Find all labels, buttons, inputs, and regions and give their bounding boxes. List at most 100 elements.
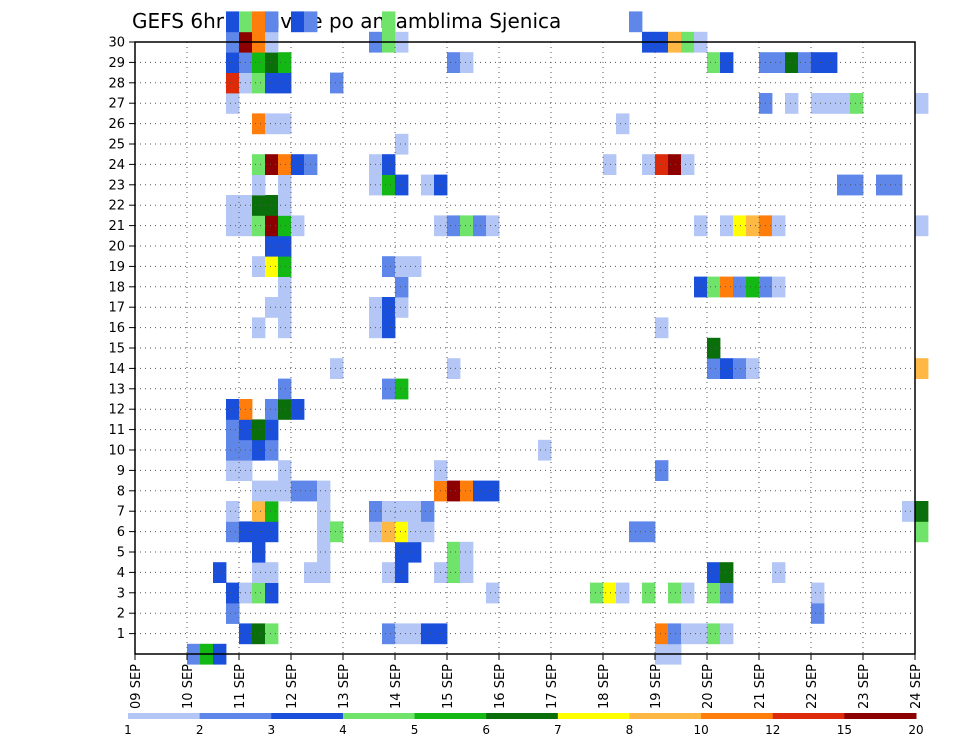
heatmap-cell: [395, 378, 409, 400]
heatmap-cell: [382, 154, 396, 175]
heatmap-cell: [785, 93, 799, 114]
heatmap-cell: [265, 419, 279, 441]
heatmap-cell: [772, 52, 786, 73]
heatmap-cell: [291, 399, 305, 420]
heatmap-cell: [603, 582, 617, 604]
heatmap-cell: [252, 501, 266, 522]
heatmap-cell: [330, 521, 344, 543]
heatmap-cell: [395, 623, 409, 645]
y-tick-label: 28: [108, 76, 125, 91]
heatmap-cell: [746, 276, 760, 298]
y-tick-label: 27: [108, 97, 125, 112]
heatmap-cell: [278, 174, 292, 196]
x-tick-label: 23 SEP: [857, 664, 872, 709]
heatmap-cell: [278, 480, 292, 502]
heatmap-cell: [278, 52, 292, 73]
x-tick-label: 15 SEP: [441, 664, 456, 709]
y-tick-label: 20: [108, 240, 125, 255]
heatmap-cell: [252, 439, 266, 461]
heatmap-cell: [278, 399, 292, 420]
heatmap-cell: [720, 52, 734, 73]
x-tick-label: 14 SEP: [389, 664, 404, 709]
x-tick-label: 11 SEP: [233, 664, 248, 709]
colorbar-swatch: [342, 713, 416, 719]
heatmap-cell: [252, 419, 266, 441]
heatmap-cell: [226, 419, 240, 441]
heatmap-cell: [486, 480, 500, 502]
heatmap-cell: [291, 11, 305, 33]
heatmap-cell: [265, 562, 279, 583]
heatmap-cell: [785, 52, 799, 73]
y-tick-label: 5: [117, 546, 125, 561]
heatmap-cell: [421, 623, 435, 645]
y-tick-label: 1: [117, 627, 125, 642]
heatmap-cell: [226, 460, 240, 481]
heatmap-cell: [447, 215, 461, 237]
heatmap-cell: [408, 256, 422, 277]
colorbar-label: 7: [554, 723, 562, 737]
colorbar-legend: 1 2 3 4 5 6 7 8 10 12 15 20: [124, 713, 924, 737]
heatmap-cell: [395, 297, 409, 318]
heatmap-cell: [538, 439, 552, 461]
colorbar-swatch: [629, 713, 702, 719]
heatmap-cell: [317, 562, 331, 583]
heatmap-cell: [590, 582, 604, 604]
y-tick-label: 22: [108, 199, 125, 214]
colorbar-label: 5: [411, 723, 419, 737]
heatmap-cell: [382, 623, 396, 645]
heatmap-cell: [278, 256, 292, 277]
heatmap-cell: [655, 317, 669, 339]
heatmap-cell: [642, 582, 656, 604]
heatmap-cell: [707, 582, 721, 604]
heatmap-cell: [811, 93, 825, 114]
heatmap-cell: [265, 623, 279, 645]
heatmap-cell: [317, 480, 331, 502]
y-tick-label: 17: [108, 301, 125, 316]
y-tick-label: 30: [108, 36, 125, 51]
x-axis-ticks: 09 SEP 10 SEP 11 SEP 12 SEP 13 SEP 14 SEP 15 S…: [129, 654, 924, 709]
heatmap-cell: [447, 562, 461, 583]
y-tick-label: 13: [108, 382, 125, 397]
heatmap-cell: [395, 501, 409, 522]
y-tick-label: 4: [117, 566, 125, 581]
heatmap-cell: [226, 52, 240, 73]
heatmap-cell: [226, 582, 240, 604]
heatmap-cell: [915, 521, 929, 543]
colorbar-swatch: [414, 713, 487, 719]
heatmap-cell: [707, 358, 721, 379]
heatmap-cell: [226, 439, 240, 461]
heatmap-cell: [850, 93, 864, 114]
heatmap-cell: [252, 154, 266, 175]
heatmap-cell: [655, 460, 669, 481]
heatmap-cell: [915, 358, 929, 379]
y-axis-ticks: 1234567891011121314151617181920212223242…: [108, 36, 135, 642]
heatmap-cell: [382, 521, 396, 543]
heatmap-cell: [681, 623, 695, 645]
x-tick-label: 13 SEP: [337, 664, 352, 709]
heatmap-cell: [252, 215, 266, 237]
heatmap-cell: [226, 93, 240, 114]
heatmap-cell: [408, 521, 422, 543]
colorbar-label: 4: [339, 723, 347, 737]
heatmap-cell: [317, 501, 331, 522]
heatmap-cell: [655, 154, 669, 175]
heatmap-cell: [265, 439, 279, 461]
chart-title: GEFS 6hr padavine po ansamblima Sjenica: [132, 9, 561, 33]
heatmap-cell: [226, 603, 240, 624]
heatmap-cell: [330, 72, 344, 94]
y-tick-label: 14: [108, 362, 125, 377]
heatmap-cell: [278, 72, 292, 94]
heatmap-cell: [616, 582, 630, 604]
colorbar-label: 20: [908, 723, 923, 737]
x-tick-label: 12 SEP: [285, 664, 300, 709]
colorbar-swatch: [844, 713, 917, 719]
heatmap-cell: [252, 174, 266, 196]
y-tick-label: 12: [108, 403, 125, 418]
heatmap-cell: [837, 93, 851, 114]
heatmap-cell: [226, 195, 240, 216]
heatmap-cell: [473, 215, 487, 237]
heatmap-cell: [382, 317, 396, 339]
heatmap-cell: [265, 72, 279, 94]
y-tick-label: 6: [117, 525, 125, 540]
heatmap-cell: [603, 154, 617, 175]
